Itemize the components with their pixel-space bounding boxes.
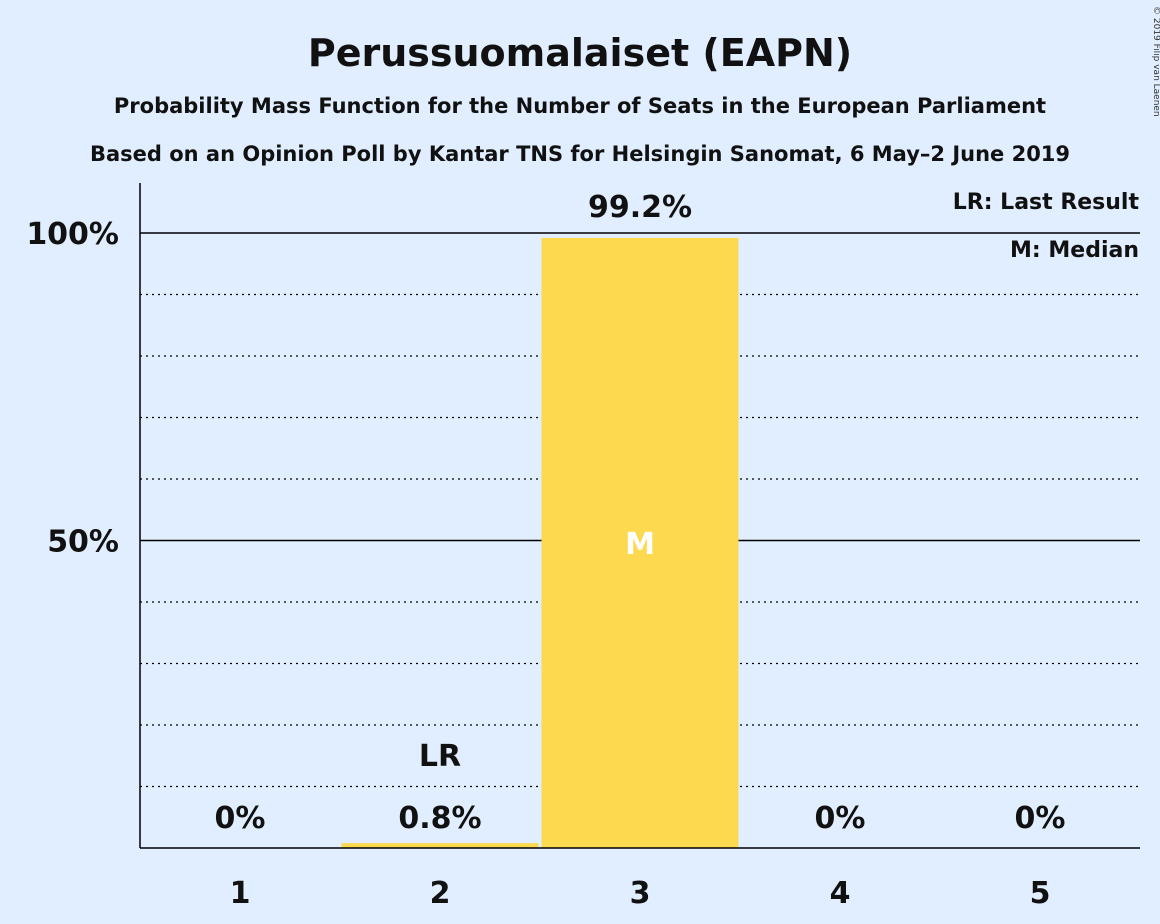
legend-last-result: LR: Last Result xyxy=(953,190,1140,215)
y-tick-label: 100% xyxy=(26,217,119,252)
y-tick-label: 50% xyxy=(47,525,119,560)
x-ticks: 1 2 3 4 5 xyxy=(230,876,1051,911)
last-result-marker: LR xyxy=(419,739,461,774)
axes xyxy=(139,183,1140,849)
x-tick-label-4: 4 xyxy=(830,876,851,911)
y-ticks: 50% 100% xyxy=(26,217,119,560)
value-label-5: 0% xyxy=(1015,801,1066,836)
legend: LR: Last Result M: Median xyxy=(953,190,1140,263)
bar-3 xyxy=(541,237,739,849)
value-label-1: 0% xyxy=(215,801,266,836)
bar-2 xyxy=(341,843,539,848)
x-tick-label-2: 2 xyxy=(430,876,451,911)
copyright: © 2019 Filip van Laenen xyxy=(1151,6,1160,117)
value-label-2: 0.8% xyxy=(398,801,481,836)
x-tick-label-5: 5 xyxy=(1030,876,1051,911)
value-labels: 0% 0.8% 99.2% 0% 0% M LR xyxy=(215,190,1066,836)
bars xyxy=(341,237,739,849)
chart-subtitle: Probability Mass Function for the Number… xyxy=(114,94,1046,118)
x-tick-label-3: 3 xyxy=(630,876,651,911)
x-tick-label-1: 1 xyxy=(230,876,251,911)
value-label-4: 0% xyxy=(815,801,866,836)
legend-median: M: Median xyxy=(1010,238,1139,263)
chart-subtitle-source: Based on an Opinion Poll by Kantar TNS f… xyxy=(90,142,1070,166)
median-marker: M xyxy=(625,527,655,562)
chart-title: Perussuomalaiset (EAPN) xyxy=(308,31,852,75)
value-label-3: 99.2% xyxy=(588,190,692,225)
